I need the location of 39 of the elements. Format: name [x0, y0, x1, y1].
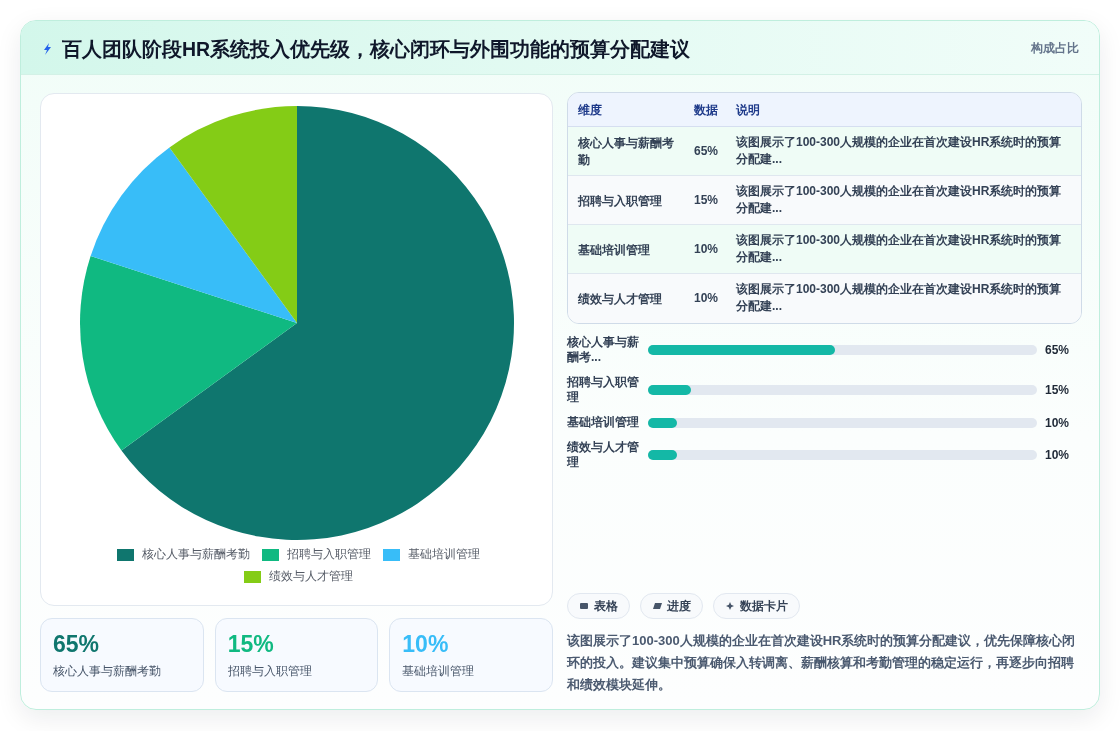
- text: 构成占比: [1031, 40, 1079, 56]
- text: 该图展示了100-300人规模的企业在首次建设HR系统时的预算分配建...: [736, 134, 1062, 168]
- y-tick-label: 核心人事与薪酬考...: [567, 335, 640, 365]
- text: 维度: [578, 102, 602, 118]
- category-label: 核心人事与薪酬考勤: [53, 663, 161, 679]
- data-label: 65%: [1045, 343, 1070, 357]
- data-label: 10%: [1045, 415, 1070, 430]
- text: 10%: [694, 291, 719, 305]
- text: 数据: [694, 102, 718, 118]
- text: 说明: [736, 102, 760, 118]
- category-label: 招聘与入职管理: [578, 192, 663, 210]
- text: 15%: [227, 631, 274, 657]
- data-label: 15%: [1045, 383, 1070, 397]
- text: 该图展示了100-300人规模的企业在首次建设HR系统时的预算分配建...: [736, 183, 1062, 217]
- category-label: 基础培训管理: [402, 663, 475, 679]
- y-tick-label: 绩效与人才管理: [567, 440, 640, 470]
- data-label: 10%: [1045, 448, 1070, 462]
- category-label: 基础培训管理: [578, 241, 651, 259]
- text: 该图展示了100-300人规模的企业在首次建设HR系统时的预算分配建...: [736, 232, 1062, 266]
- text: 表格: [594, 598, 618, 614]
- category-label: 核心人事与薪酬考勤: [578, 135, 675, 169]
- legend-label: 基础培训管理: [407, 546, 480, 563]
- text: 该图展示了100-300人规模的企业在首次建设HR系统时的预算分配建...: [736, 281, 1062, 315]
- legend-label: 招聘与入职管理: [286, 546, 371, 563]
- y-tick-label: 招聘与入职管理: [567, 375, 640, 405]
- text: 数据卡片: [740, 598, 788, 614]
- text: 该图展示了100-300人规模的企业在首次建设HR系统时的预算分配建议，优先保障核心闭环的投入。建议集中预算确保入转调离、薪酬核算和考勤管理的稳定运行，再逐步向招聘和绩效模块延伸。: [567, 632, 1077, 694]
- text: 百人团队阶段HR系统投入优先级，核心闭环与外围功能的预算分配建议: [62, 37, 691, 62]
- text: 进度: [667, 598, 691, 614]
- legend-label: 核心人事与薪酬考勤: [141, 546, 250, 563]
- category-label: 绩效与人才管理: [578, 290, 663, 308]
- text: 15%: [694, 193, 719, 207]
- category-label: 招聘与入职管理: [227, 663, 312, 679]
- text: 10%: [694, 242, 719, 256]
- legend-label: 绩效与人才管理: [268, 568, 353, 585]
- text: 10%: [402, 631, 449, 657]
- y-tick-label: 基础培训管理: [567, 415, 640, 430]
- text: 65%: [694, 144, 719, 158]
- text: 65%: [53, 631, 100, 657]
